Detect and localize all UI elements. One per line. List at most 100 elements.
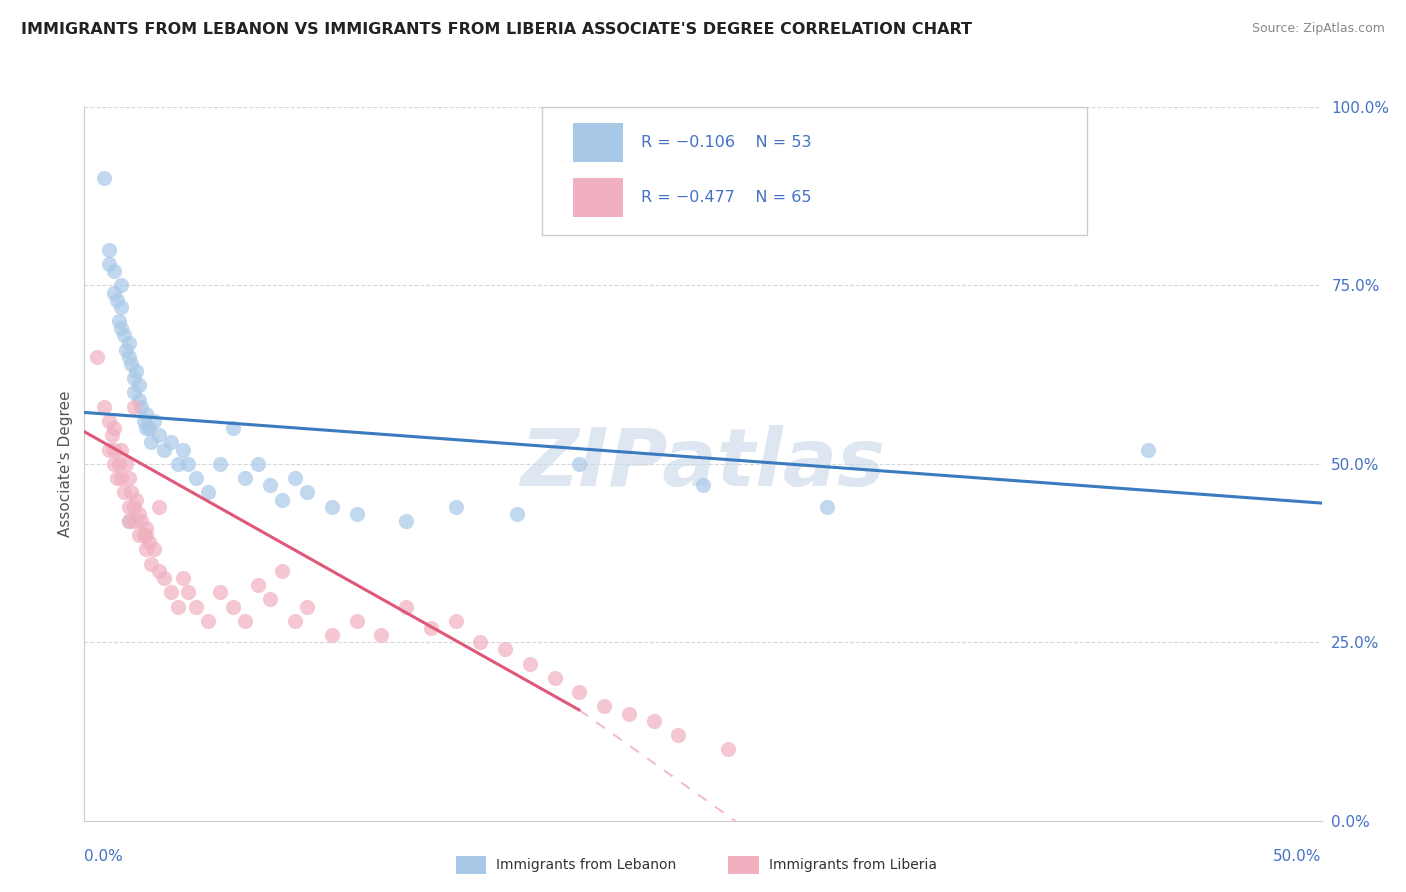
Text: ZIPatlas: ZIPatlas xyxy=(520,425,886,503)
Text: Immigrants from Liberia: Immigrants from Liberia xyxy=(769,858,936,872)
Point xyxy=(148,500,170,514)
Point xyxy=(122,371,145,385)
Point xyxy=(118,471,141,485)
Point xyxy=(135,407,157,421)
Point xyxy=(233,471,256,485)
Point xyxy=(717,742,740,756)
Point xyxy=(152,571,174,585)
Point xyxy=(617,706,640,721)
Point xyxy=(103,264,125,278)
Point xyxy=(284,614,307,628)
Point xyxy=(98,243,121,257)
Point xyxy=(128,507,150,521)
Point xyxy=(271,564,294,578)
Point xyxy=(110,321,132,335)
Point xyxy=(135,528,157,542)
Point xyxy=(160,435,183,450)
Point xyxy=(419,621,441,635)
Point xyxy=(370,628,392,642)
Point xyxy=(494,642,516,657)
Point xyxy=(172,442,194,457)
Point xyxy=(135,421,157,435)
Bar xyxy=(574,178,623,217)
Point xyxy=(152,442,174,457)
Point xyxy=(138,421,160,435)
Point xyxy=(692,478,714,492)
Point xyxy=(132,528,155,542)
Point xyxy=(666,728,689,742)
Point xyxy=(120,485,142,500)
Point xyxy=(100,428,122,442)
Point xyxy=(568,685,591,699)
Point xyxy=(103,285,125,300)
Point xyxy=(142,542,165,557)
Point xyxy=(167,599,190,614)
Point xyxy=(209,585,232,599)
Point xyxy=(444,614,467,628)
Text: 50.0%: 50.0% xyxy=(1274,849,1322,864)
Point xyxy=(132,414,155,428)
Point xyxy=(284,471,307,485)
Point xyxy=(118,514,141,528)
Point xyxy=(110,442,132,457)
Point xyxy=(209,457,232,471)
Point xyxy=(222,421,245,435)
Point xyxy=(259,592,281,607)
Point xyxy=(98,257,121,271)
Point xyxy=(177,457,200,471)
Point xyxy=(184,471,207,485)
Point xyxy=(110,278,132,293)
Point xyxy=(118,514,141,528)
Point xyxy=(141,435,163,450)
Point xyxy=(568,457,591,471)
Point xyxy=(110,471,132,485)
Y-axis label: Associate's Degree: Associate's Degree xyxy=(58,391,73,537)
Point xyxy=(395,599,418,614)
Point xyxy=(103,442,125,457)
Point xyxy=(105,471,128,485)
Point xyxy=(470,635,492,649)
Point xyxy=(142,414,165,428)
Point xyxy=(295,599,318,614)
Point xyxy=(112,328,135,343)
Point xyxy=(148,564,170,578)
Point xyxy=(593,699,616,714)
Point xyxy=(259,478,281,492)
Point xyxy=(128,392,150,407)
Point xyxy=(321,628,343,642)
Point xyxy=(122,514,145,528)
Text: 0.0%: 0.0% xyxy=(84,849,124,864)
FancyBboxPatch shape xyxy=(543,107,1087,235)
Bar xyxy=(456,856,486,874)
Point xyxy=(321,500,343,514)
Point xyxy=(167,457,190,471)
Point xyxy=(246,457,269,471)
Point xyxy=(129,514,152,528)
Point xyxy=(112,485,135,500)
Text: IMMIGRANTS FROM LEBANON VS IMMIGRANTS FROM LIBERIA ASSOCIATE'S DEGREE CORRELATIO: IMMIGRANTS FROM LEBANON VS IMMIGRANTS FR… xyxy=(21,22,972,37)
Point xyxy=(138,535,160,549)
Point xyxy=(177,585,200,599)
Point xyxy=(118,335,141,350)
Point xyxy=(122,385,145,400)
Point xyxy=(141,557,163,571)
Point xyxy=(103,421,125,435)
Point xyxy=(125,492,148,507)
Point xyxy=(148,428,170,442)
Text: Immigrants from Lebanon: Immigrants from Lebanon xyxy=(496,858,676,872)
Point xyxy=(160,585,183,599)
Point xyxy=(506,507,529,521)
Point xyxy=(172,571,194,585)
Point xyxy=(115,343,138,357)
Point xyxy=(122,500,145,514)
Point xyxy=(222,599,245,614)
Point xyxy=(103,457,125,471)
Bar xyxy=(574,123,623,162)
Text: R = −0.477    N = 65: R = −0.477 N = 65 xyxy=(641,190,811,205)
Point xyxy=(93,171,115,186)
Point xyxy=(395,514,418,528)
Text: R = −0.106    N = 53: R = −0.106 N = 53 xyxy=(641,135,811,150)
Point xyxy=(98,442,121,457)
Point xyxy=(122,400,145,414)
Point xyxy=(543,671,565,685)
